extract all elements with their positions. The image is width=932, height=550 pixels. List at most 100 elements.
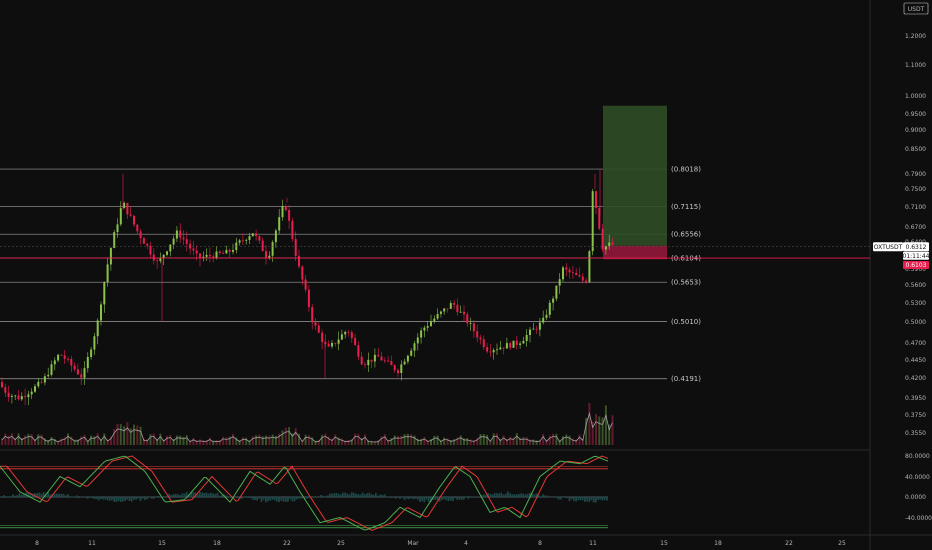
candle-body (340, 334, 343, 340)
stop-zone[interactable] (603, 245, 667, 260)
stoch-histogram-bar (509, 493, 511, 497)
candle-body (126, 202, 129, 215)
stoch-histogram-bar (135, 497, 137, 500)
volume-bar (50, 436, 53, 445)
stoch-histogram-bar (67, 494, 69, 497)
volume-bar (133, 424, 135, 445)
volume-bar (499, 439, 502, 445)
long-position-tool[interactable] (603, 105, 667, 260)
time-tick-label: 15 (158, 540, 166, 547)
stoch-histogram-bar (449, 497, 452, 501)
candle-body (86, 356, 89, 369)
stoch-histogram-bar (122, 497, 124, 502)
volume-bar (525, 437, 528, 445)
price-tick-label: 0.5300 (905, 300, 926, 307)
candle-body (274, 230, 277, 243)
stoch-histogram-bar (221, 495, 223, 497)
volume-bar (307, 435, 310, 445)
stoch-histogram-bar (504, 493, 507, 497)
stoch-histogram-bar (339, 494, 342, 497)
stoch-histogram-bar (465, 497, 467, 498)
candle-body (304, 279, 307, 290)
fib-level-label: (0.5010) (671, 318, 701, 326)
candle-body (70, 359, 73, 366)
stoch-histogram-bar (577, 497, 580, 501)
volume-bar (331, 439, 333, 445)
candle-body (430, 321, 432, 327)
time-tick-label: 8 (35, 540, 39, 547)
stoch-histogram-bar (205, 492, 208, 497)
candle-body (334, 342, 337, 344)
volume-bar (364, 434, 366, 445)
time-axis[interactable]: 8 11 15 18 22 25 Mar 4 8 11 15 18 22 25 (35, 540, 846, 547)
stoch-k-line (0, 455, 609, 531)
time-tick-label: 25 (838, 540, 846, 547)
stoch-histogram-bar (469, 497, 472, 498)
price-tick-label: 0.5600 (905, 282, 926, 289)
candle-body (598, 207, 601, 229)
volume-bar (469, 439, 472, 445)
stoch-histogram-bar (381, 494, 384, 497)
stoch-histogram-bar (392, 497, 395, 498)
volume-bar (4, 433, 7, 445)
stoch-histogram-bar (1, 496, 3, 497)
volume-bar (172, 439, 175, 445)
candle-body (202, 256, 205, 259)
volume-bar (1, 438, 3, 445)
volume-bar (327, 436, 330, 445)
volume-bar (258, 434, 261, 445)
volume-bar (37, 434, 40, 445)
stoch-histogram-bar (335, 492, 338, 497)
price-tick-label: 1.2000 (905, 33, 926, 40)
volume-bar (57, 440, 60, 445)
candle-body (578, 275, 581, 277)
stoch-histogram-bar (282, 497, 285, 502)
candle-body (57, 354, 60, 361)
candle-body (466, 314, 469, 324)
stoch-histogram-bar (117, 497, 120, 502)
time-tick-label: Mar (407, 540, 419, 547)
profit-zone[interactable] (603, 105, 667, 246)
candle-body (47, 374, 50, 377)
stoch-histogram-bar (23, 493, 25, 497)
stoch-histogram-bar (247, 497, 250, 498)
volume-bar (261, 436, 264, 445)
time-tick-label: 8 (538, 540, 542, 547)
volume-bar (175, 435, 178, 445)
stoch-histogram-bar (38, 492, 41, 497)
stoch-histogram-bar (419, 497, 421, 503)
stoch-histogram-bar (106, 497, 109, 501)
stoch-histogram-bar (320, 495, 322, 497)
candle-body (505, 343, 508, 349)
stoch-histogram-bar (322, 495, 324, 497)
volume-bar (251, 436, 254, 445)
candle-body (166, 251, 168, 255)
candle-body (571, 272, 574, 274)
last-price-text: 0.6312 (906, 244, 927, 251)
stoch-histogram-bar (546, 495, 549, 497)
candle-body (185, 239, 188, 244)
candle-body (420, 330, 423, 338)
volume-bar (575, 439, 578, 445)
stoch-histogram-bar (346, 493, 349, 497)
stoch-histogram-bar (75, 495, 78, 497)
candle-body (558, 279, 561, 286)
candle-body (63, 355, 66, 359)
volume-bar (123, 426, 126, 445)
candle-body (169, 244, 172, 252)
stoch-histogram-bar (430, 497, 432, 502)
candle-body (311, 307, 314, 323)
candle-body (449, 303, 452, 309)
volume-bar (192, 438, 195, 445)
volume-bar (446, 438, 449, 445)
volume-bar (7, 435, 10, 445)
volume-bar (459, 435, 462, 445)
candle-body (215, 251, 218, 259)
candle-body (83, 368, 86, 378)
candle-body (192, 248, 195, 251)
candle-body (575, 272, 578, 276)
candle-body (489, 351, 492, 353)
stoch-histogram-bar (128, 497, 131, 501)
candle-body (463, 311, 465, 315)
